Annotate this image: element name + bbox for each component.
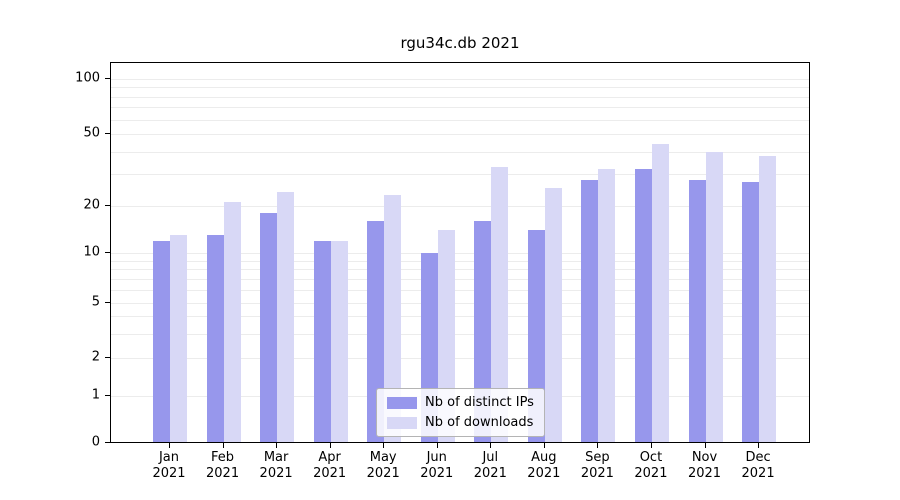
bar-downloads bbox=[491, 167, 508, 442]
gridline bbox=[111, 174, 809, 175]
gridline bbox=[111, 269, 809, 270]
bar-downloads bbox=[652, 144, 669, 442]
legend-item-distinct-ips: Nb of distinct IPs bbox=[387, 395, 534, 410]
bar-downloads bbox=[545, 188, 562, 442]
gridline bbox=[111, 120, 809, 121]
x-tick-label: Aug 2021 bbox=[527, 450, 561, 481]
gridline bbox=[111, 316, 809, 317]
gridline bbox=[111, 152, 809, 153]
y-tick-label: 5 bbox=[91, 294, 100, 310]
x-tick-mark bbox=[223, 443, 224, 448]
x-tick-label: Sep 2021 bbox=[580, 450, 614, 481]
x-tick-mark bbox=[276, 443, 277, 448]
x-tick-mark bbox=[383, 443, 384, 448]
bar-distinct-ips bbox=[260, 213, 277, 442]
y-tick-mark bbox=[105, 78, 110, 79]
y-tick-mark bbox=[105, 302, 110, 303]
gridline bbox=[111, 303, 809, 304]
y-tick-label: 50 bbox=[83, 125, 100, 141]
chart-title: rgu34c.db 2021 bbox=[400, 34, 520, 52]
x-tick-label: Oct 2021 bbox=[634, 450, 668, 481]
bar-distinct-ips bbox=[581, 180, 598, 442]
y-tick-label: 20 bbox=[83, 197, 100, 213]
legend-label-downloads: Nb of downloads bbox=[425, 415, 534, 430]
legend-item-downloads: Nb of downloads bbox=[387, 415, 534, 430]
bar-distinct-ips bbox=[153, 241, 170, 442]
x-tick-mark bbox=[490, 443, 491, 448]
y-tick-label: 1 bbox=[91, 387, 100, 403]
x-tick-mark bbox=[758, 443, 759, 448]
gridline bbox=[111, 290, 809, 291]
x-tick-mark bbox=[544, 443, 545, 448]
bar-distinct-ips bbox=[474, 221, 491, 442]
x-tick-label: Jun 2021 bbox=[420, 450, 454, 481]
bar-downloads bbox=[170, 235, 187, 442]
y-tick-label: 2 bbox=[91, 349, 100, 365]
y-tick-mark bbox=[105, 133, 110, 134]
x-tick-label: Mar 2021 bbox=[259, 450, 293, 481]
x-tick-label: Jan 2021 bbox=[152, 450, 186, 481]
x-tick-label: Nov 2021 bbox=[687, 450, 722, 481]
gridline bbox=[111, 279, 809, 280]
plot-area bbox=[110, 62, 810, 443]
y-tick-mark bbox=[105, 357, 110, 358]
x-tick-label: May 2021 bbox=[366, 450, 400, 481]
gridline bbox=[111, 107, 809, 108]
gridline bbox=[111, 97, 809, 98]
gridline bbox=[111, 79, 809, 80]
y-tick-mark bbox=[105, 395, 110, 396]
bar-distinct-ips bbox=[367, 221, 384, 442]
x-tick-label: Feb 2021 bbox=[206, 450, 240, 481]
gridline bbox=[111, 358, 809, 359]
x-tick-mark bbox=[169, 443, 170, 448]
legend-swatch-downloads-icon bbox=[387, 416, 417, 429]
bar-distinct-ips bbox=[742, 182, 759, 442]
legend-swatch-ips-icon bbox=[387, 396, 417, 409]
legend: Nb of distinct IPs Nb of downloads bbox=[376, 388, 545, 437]
bar-downloads bbox=[277, 192, 294, 442]
bar-downloads bbox=[224, 202, 241, 442]
bar-downloads bbox=[598, 169, 615, 442]
y-tick-label: 100 bbox=[75, 70, 100, 86]
y-tick-mark bbox=[105, 252, 110, 253]
bar-distinct-ips bbox=[207, 235, 224, 442]
y-tick-mark bbox=[105, 205, 110, 206]
bar-downloads bbox=[331, 241, 348, 442]
x-tick-mark bbox=[437, 443, 438, 448]
x-tick-mark bbox=[651, 443, 652, 448]
gridline bbox=[111, 253, 809, 254]
gridline bbox=[111, 87, 809, 88]
bar-downloads bbox=[759, 156, 776, 442]
gridline bbox=[111, 334, 809, 335]
bar-downloads bbox=[384, 195, 401, 442]
x-tick-mark bbox=[330, 443, 331, 448]
y-tick-label: 10 bbox=[83, 244, 100, 260]
bar-distinct-ips bbox=[635, 169, 652, 442]
x-tick-label: Jul 2021 bbox=[473, 450, 507, 481]
bar-distinct-ips bbox=[314, 241, 331, 442]
x-tick-mark bbox=[597, 443, 598, 448]
y-tick-mark bbox=[105, 442, 110, 443]
gridline bbox=[111, 261, 809, 262]
x-tick-label: Dec 2021 bbox=[741, 450, 775, 481]
y-tick-label: 0 bbox=[91, 434, 100, 450]
bar-downloads bbox=[706, 152, 723, 442]
bar-distinct-ips bbox=[689, 180, 706, 442]
x-tick-mark bbox=[705, 443, 706, 448]
gridline bbox=[111, 206, 809, 207]
legend-label-distinct-ips: Nb of distinct IPs bbox=[425, 395, 534, 410]
x-tick-label: Apr 2021 bbox=[313, 450, 347, 481]
gridline bbox=[111, 134, 809, 135]
